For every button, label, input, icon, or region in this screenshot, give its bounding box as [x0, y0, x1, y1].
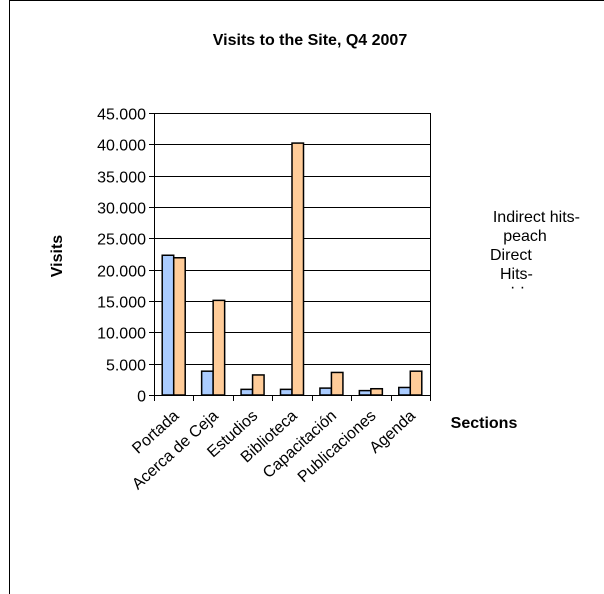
y-tick-label: 25.000 — [97, 232, 146, 249]
bar-direct — [161, 254, 175, 396]
bars — [161, 142, 423, 396]
y-tick-label: 35.000 — [97, 170, 146, 187]
bar-direct — [319, 387, 333, 396]
legend-line-4: Hits- — [500, 266, 533, 283]
axes — [154, 113, 430, 396]
bar-indirect — [172, 257, 186, 396]
bar-direct — [200, 370, 214, 396]
bar-direct — [279, 388, 293, 396]
y-tick-label: 20.000 — [97, 264, 146, 281]
legend-line-5: · · — [460, 284, 590, 292]
y-tick-label: 15.000 — [97, 295, 146, 312]
y-tick-label: 10.000 — [97, 326, 146, 343]
bar-indirect — [251, 374, 265, 396]
bar-indirect — [409, 370, 423, 396]
y-tick-label: 40.000 — [97, 138, 146, 155]
bar-indirect — [212, 299, 226, 396]
bar-direct — [398, 386, 412, 396]
legend-line-3: Direct — [490, 247, 532, 264]
bar-direct — [358, 389, 372, 396]
bar-indirect — [330, 371, 344, 396]
y-tick-label: 30.000 — [97, 201, 146, 218]
y-axis-ticks: 0 5.000 10.000 15.000 20.000 25.000 30.000 35.0… — [97, 107, 154, 406]
legend: Indirect hits- peach Direct Hits- · · — [460, 208, 590, 292]
y-axis-label: Visits — [49, 235, 66, 278]
y-tick-label: 0 — [137, 389, 146, 406]
x-axis-label: Sections — [451, 415, 518, 432]
legend-line-1: Indirect hits- — [492, 209, 580, 226]
y-tick-label: 45.000 — [97, 107, 146, 124]
chart-title: Visits to the Site, Q4 2007 — [213, 32, 408, 49]
bar-indirect — [370, 387, 384, 396]
bar-indirect — [291, 142, 305, 396]
legend-line-2: peach — [503, 228, 547, 245]
y-tick-label: 5.000 — [106, 358, 146, 375]
bar-direct — [240, 388, 254, 396]
